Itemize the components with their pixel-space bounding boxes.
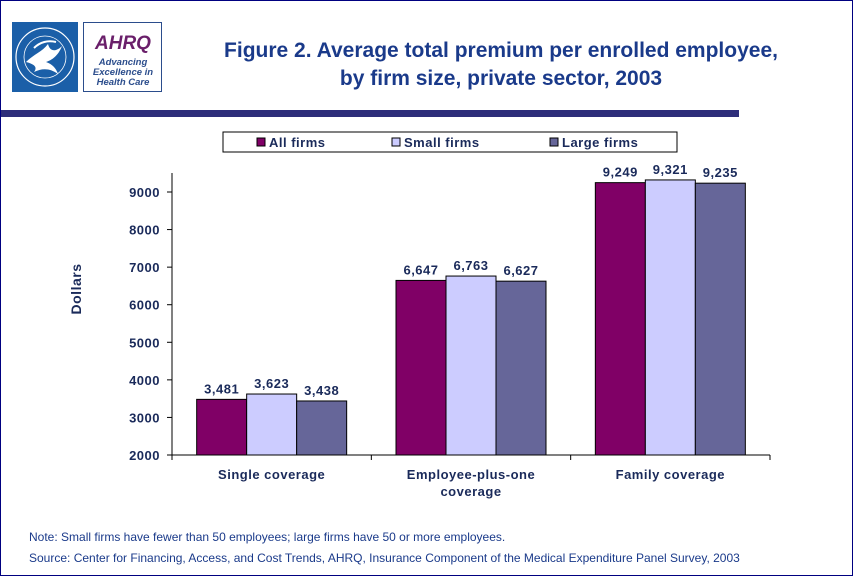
- legend-label: Small firms: [404, 135, 480, 150]
- x-tick-label: coverage: [440, 484, 501, 499]
- data-label: 3,623: [254, 376, 289, 391]
- hhs-eagle-icon: [15, 27, 75, 87]
- data-label: 6,647: [403, 262, 438, 277]
- legend-label: All firms: [269, 135, 326, 150]
- ahrq-logo: AHRQ Advancing Excellence in Health Care: [83, 22, 162, 92]
- bar-small-firms: [445, 275, 497, 456]
- y-tick-label: 9000: [129, 185, 160, 200]
- chart-note: Note: Small firms have fewer than 50 emp…: [29, 530, 506, 544]
- legend-swatch: [549, 137, 559, 147]
- bar-large-firms: [694, 182, 746, 456]
- y-tick-label: 8000: [129, 223, 160, 238]
- bar-all-firms: [196, 398, 248, 456]
- legend-swatch: [256, 137, 266, 147]
- chart-title: Figure 2. Average total premium per enro…: [176, 37, 826, 93]
- data-label: 9,235: [703, 165, 738, 180]
- data-label: 6,763: [453, 258, 488, 273]
- ahrq-logo-tagline: Advancing Excellence in Health Care: [92, 57, 154, 88]
- y-tick-label: 3000: [129, 410, 160, 425]
- legend-label: Large firms: [562, 135, 638, 150]
- bar-large-firms: [495, 280, 547, 456]
- bar-all-firms: [395, 279, 447, 456]
- x-tick-label: Employee-plus-one: [407, 467, 535, 482]
- legend-box: [222, 131, 678, 153]
- y-tick-label: 4000: [129, 373, 160, 388]
- legend-swatch: [391, 137, 401, 147]
- x-tick-label: Single coverage: [218, 467, 325, 482]
- data-label: 3,481: [204, 381, 239, 396]
- hhs-seal-icon: [12, 22, 78, 92]
- data-label: 6,627: [503, 263, 538, 278]
- y-tick-label: 2000: [129, 448, 160, 463]
- bar-all-firms: [594, 182, 646, 456]
- bar-large-firms: [296, 400, 348, 456]
- bar-small-firms: [644, 179, 696, 456]
- y-tick-label: 7000: [129, 260, 160, 275]
- bar-small-firms: [246, 393, 298, 456]
- chart-title-line-2: by firm size, private sector, 2003: [339, 67, 663, 90]
- x-tick-label: Family coverage: [616, 467, 725, 482]
- bar-chart: 2000 3000 4000 5000 6000 7000 8000 9000 Dollars 3…: [68, 131, 771, 499]
- chart-source: Source: Center for Financing, Access, an…: [29, 551, 740, 565]
- y-tick-label: 5000: [129, 335, 160, 350]
- data-label: 9,249: [603, 165, 638, 180]
- y-axis-label: Dollars: [68, 264, 84, 315]
- ahrq-logo-mark: AHRQ: [95, 33, 151, 54]
- y-tick-label: 6000: [129, 298, 160, 313]
- data-label: 3,438: [304, 383, 339, 398]
- chart-title-line-1: Figure 2. Average total premium per enro…: [224, 39, 778, 62]
- data-label: 9,321: [653, 162, 688, 177]
- header-divider: [1, 110, 739, 117]
